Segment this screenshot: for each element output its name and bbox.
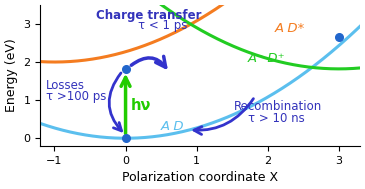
Text: A D*: A D* bbox=[275, 22, 305, 35]
Text: τ < 1 ps: τ < 1 ps bbox=[138, 19, 188, 32]
Text: τ > 10 ns: τ > 10 ns bbox=[248, 112, 304, 125]
X-axis label: Polarization coordinate X: Polarization coordinate X bbox=[122, 171, 278, 184]
Text: Recombination: Recombination bbox=[234, 101, 322, 113]
Text: Charge transfer: Charge transfer bbox=[96, 9, 201, 22]
Text: A⁻ D⁺: A⁻ D⁺ bbox=[248, 52, 285, 65]
Text: hν: hν bbox=[131, 98, 151, 113]
Y-axis label: Energy (eV): Energy (eV) bbox=[5, 39, 18, 112]
Text: A D: A D bbox=[161, 120, 185, 132]
Text: Losses: Losses bbox=[46, 79, 85, 92]
Text: τ >100 ps: τ >100 ps bbox=[46, 90, 106, 103]
